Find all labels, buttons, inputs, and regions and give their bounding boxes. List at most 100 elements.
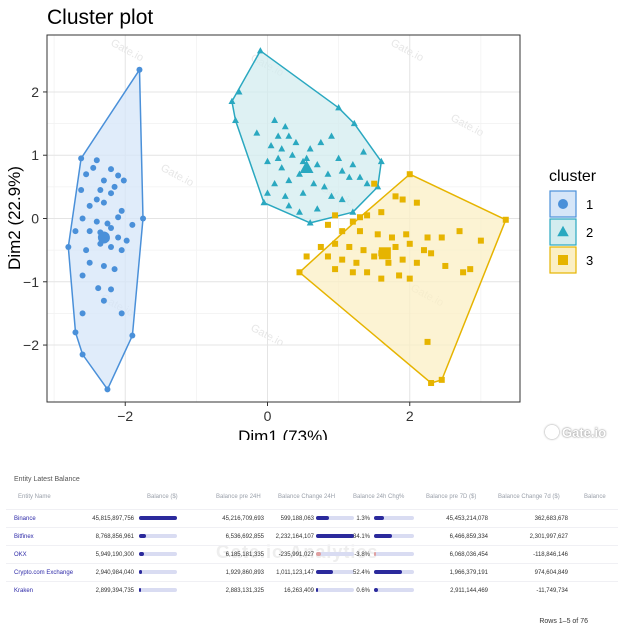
table-row[interactable]: Bitfinex 8,768,856,961 6,536,692,855 2,232,… (6, 527, 618, 546)
cluster-1-point (136, 66, 143, 73)
entity-name-link[interactable]: OKX (14, 552, 27, 558)
balance-bar (139, 534, 177, 538)
change-24h-pct: 52.4% (352, 570, 370, 576)
entity-name-link[interactable]: Binance (14, 516, 36, 522)
cluster-1-point (123, 237, 130, 244)
cluster-1-point (93, 157, 100, 164)
cluster-3-point (403, 231, 410, 238)
cluster-3-point (339, 228, 346, 235)
cluster-1-point (90, 164, 97, 171)
balance-bar-fill (139, 552, 144, 556)
balance-bar (139, 570, 177, 574)
gateio-logo-icon (545, 425, 559, 439)
cluster-2-point (349, 208, 357, 215)
cluster-1-point (104, 220, 111, 227)
balance-value: 2,899,394,735 (95, 588, 134, 594)
change-24h-bar (316, 552, 354, 556)
x-axis-title: Dim1 (73%) (238, 427, 328, 440)
table-row[interactable]: OKX 5,949,190,300 6,185,181,335 -235,991,02… (6, 545, 618, 564)
col-header-balance-extra[interactable]: Balance (584, 494, 606, 500)
col-header-entity-name[interactable]: Entity Name (18, 494, 51, 500)
entity-name-link[interactable]: Bitfinex (14, 534, 34, 540)
col-header-balance-pre-7d[interactable]: Balance pre 7D ($) (426, 494, 477, 500)
cluster-3-point (303, 253, 310, 260)
cluster-2-point (278, 145, 286, 152)
pct-24h-bar (374, 516, 414, 520)
cluster-2-point (313, 205, 321, 212)
cluster-1-point (79, 215, 86, 222)
cluster-2-point (350, 119, 358, 127)
balance-change-24h: 16,263,409 (283, 588, 314, 594)
cluster-3-point (460, 269, 467, 276)
cluster-3-point (413, 259, 420, 266)
cluster-2-point (267, 141, 275, 149)
pct-24h-bar (374, 570, 414, 574)
entity-name-link[interactable]: Kraken (14, 588, 34, 594)
balance-pre-7d: 1,966,379,191 (449, 570, 488, 576)
cluster-1-point (115, 234, 122, 241)
cluster-3-point (371, 180, 378, 187)
cluster-1-point (72, 329, 79, 336)
gateio-logo: Gate.io (545, 422, 606, 442)
balance-change-24h: 599,188,063 (280, 516, 314, 522)
legend-symbol-2 (557, 225, 569, 237)
pct-24h-bar-fill (374, 570, 402, 574)
cluster-2-point (232, 116, 239, 123)
cluster-1-point (79, 310, 86, 317)
cluster-1-point (120, 177, 127, 184)
cluster-1-point (108, 286, 115, 293)
cluster-1-point (108, 166, 115, 173)
cluster-1-point (118, 310, 125, 317)
entity-name-link[interactable]: Crypto.com Exchange (14, 570, 74, 576)
col-header-balance[interactable]: Balance ($) (147, 494, 178, 500)
table-row[interactable]: Crypto.com Exchange 2,940,984,040 1,929,86… (6, 563, 618, 582)
cluster-2-point (324, 170, 332, 177)
cluster-2-point (306, 219, 314, 226)
cluster-2-point (228, 97, 236, 104)
cluster-3-point (332, 212, 339, 219)
cluster-2-point (299, 189, 307, 196)
y-axis-title: Dim2 (22.9%) (5, 166, 24, 270)
col-header-balance-change-7d[interactable]: Balance Change 7d ($) (498, 494, 560, 500)
balance-bar (139, 552, 177, 556)
balance-value: 45,815,897,756 (92, 516, 134, 522)
cluster-1-point (108, 190, 115, 197)
balance-change-7d: 974,604,849 (534, 570, 568, 576)
col-header-balance-change-24h[interactable]: Balance Change 24H (278, 494, 336, 500)
cluster-3-point (502, 216, 509, 223)
chart-title: Cluster plot (47, 6, 153, 29)
cluster-1-point (115, 172, 122, 179)
cluster-2-point (303, 154, 311, 161)
cluster-3-point (353, 259, 360, 266)
legend-label-2: 2 (586, 225, 593, 240)
table-row[interactable]: Kraken 2,899,394,735 2,883,131,325 16,263,4… (6, 581, 618, 600)
balance-pre-24h: 2,883,131,325 (225, 588, 264, 594)
cluster-3-point (428, 380, 435, 387)
cluster-1-point (86, 228, 93, 235)
cluster-3-point (339, 256, 346, 263)
cluster-3-point (360, 247, 367, 254)
table-pagination[interactable]: Rows 1–5 of 76 (539, 618, 588, 625)
cluster-3-point (371, 253, 378, 260)
col-header-balance-24h-chg-pct[interactable]: Balance 24h Chg% (353, 494, 405, 500)
legend-label-3: 3 (586, 253, 593, 268)
cluster-2-point (317, 138, 325, 146)
cluster-1-point (93, 218, 100, 225)
col-header-balance-pre-24h[interactable]: Balance pre 24H (216, 494, 261, 500)
cluster-3-center (378, 247, 391, 260)
cluster-3-point (399, 256, 406, 263)
cluster-1-point (78, 187, 85, 194)
cluster-3-point (406, 171, 413, 178)
cluster-2-point (271, 179, 279, 187)
cluster-1-point (83, 247, 90, 254)
balance-bar-fill (139, 534, 147, 538)
change-24h-bar (316, 570, 354, 574)
cluster-2-point (260, 198, 268, 206)
cluster-3-point (406, 275, 413, 282)
cluster-3-point (413, 199, 420, 206)
cluster-1-point (115, 214, 122, 221)
cluster-3-point (388, 234, 395, 241)
cluster-2-point (264, 189, 271, 196)
table-row[interactable]: Binance 45,815,897,756 45,216,709,693 599,1… (6, 509, 618, 528)
y-tick-label: 0 (31, 211, 39, 227)
